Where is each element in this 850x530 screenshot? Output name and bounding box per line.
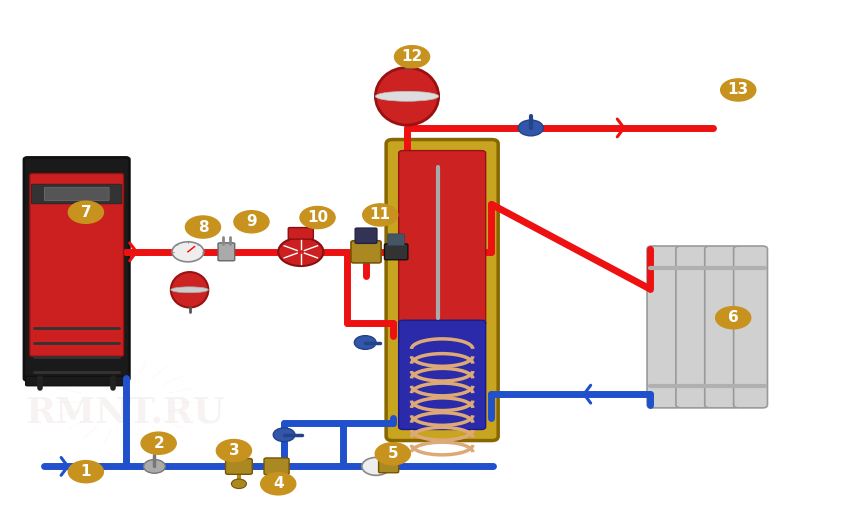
- Text: 8: 8: [198, 219, 208, 235]
- Text: 9: 9: [246, 214, 257, 229]
- Circle shape: [354, 335, 376, 349]
- Circle shape: [185, 216, 220, 238]
- FancyBboxPatch shape: [225, 458, 252, 474]
- Text: 11: 11: [370, 207, 391, 223]
- Circle shape: [261, 473, 296, 495]
- Circle shape: [362, 457, 390, 475]
- Ellipse shape: [376, 91, 439, 101]
- Text: 1: 1: [81, 464, 91, 479]
- Text: 6: 6: [728, 310, 739, 325]
- FancyBboxPatch shape: [378, 460, 399, 473]
- Circle shape: [144, 460, 165, 473]
- FancyBboxPatch shape: [384, 244, 408, 260]
- Circle shape: [231, 479, 246, 489]
- Text: 5: 5: [388, 446, 398, 461]
- FancyBboxPatch shape: [30, 174, 123, 356]
- Ellipse shape: [171, 287, 208, 293]
- FancyBboxPatch shape: [734, 246, 768, 408]
- Circle shape: [141, 432, 176, 454]
- FancyBboxPatch shape: [24, 157, 129, 381]
- Circle shape: [721, 79, 756, 101]
- Circle shape: [518, 120, 543, 136]
- FancyBboxPatch shape: [351, 241, 381, 263]
- Circle shape: [300, 207, 335, 228]
- Circle shape: [401, 59, 413, 67]
- Text: 13: 13: [728, 83, 749, 98]
- FancyBboxPatch shape: [31, 184, 122, 204]
- Text: RMNT.RU: RMNT.RU: [26, 395, 225, 430]
- Circle shape: [363, 204, 398, 226]
- Text: 4: 4: [273, 476, 284, 491]
- Circle shape: [716, 307, 751, 329]
- FancyBboxPatch shape: [647, 246, 681, 408]
- Ellipse shape: [171, 272, 208, 307]
- Circle shape: [68, 201, 104, 223]
- FancyBboxPatch shape: [388, 234, 405, 245]
- Circle shape: [172, 242, 204, 262]
- Text: 12: 12: [401, 49, 422, 64]
- FancyBboxPatch shape: [26, 376, 128, 386]
- Ellipse shape: [376, 67, 439, 125]
- FancyBboxPatch shape: [386, 139, 498, 440]
- FancyBboxPatch shape: [399, 320, 485, 429]
- Circle shape: [234, 211, 269, 233]
- FancyBboxPatch shape: [399, 151, 485, 325]
- Circle shape: [217, 439, 252, 462]
- Text: 10: 10: [307, 210, 328, 225]
- Text: 2: 2: [153, 436, 164, 450]
- FancyBboxPatch shape: [218, 243, 235, 261]
- Text: 3: 3: [229, 443, 239, 458]
- Circle shape: [278, 237, 323, 266]
- FancyBboxPatch shape: [44, 188, 109, 200]
- Circle shape: [375, 443, 411, 465]
- FancyBboxPatch shape: [288, 227, 314, 239]
- FancyBboxPatch shape: [705, 246, 739, 408]
- FancyBboxPatch shape: [264, 458, 289, 475]
- Text: 7: 7: [81, 205, 91, 220]
- FancyBboxPatch shape: [676, 246, 710, 408]
- Circle shape: [394, 46, 429, 68]
- Circle shape: [68, 461, 104, 483]
- FancyBboxPatch shape: [355, 228, 377, 243]
- Circle shape: [273, 428, 295, 441]
